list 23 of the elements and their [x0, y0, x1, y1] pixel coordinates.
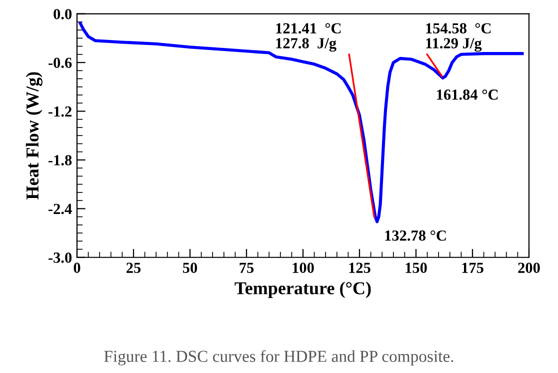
x-tick-label: 50 [182, 262, 198, 273]
y-tick-label: -1.8 [48, 155, 72, 166]
y-tick-label: -2.4 [48, 204, 72, 214]
y-tick-label: -3.0 [48, 252, 72, 263]
x-tick-label: 125 [349, 262, 370, 273]
x-tick-label: 200 [518, 262, 540, 273]
y-axis-title: Heat Flow (W/g) [26, 72, 42, 200]
caption: Figure 11. DSC curves for HDPE and PP composite. [104, 350, 454, 366]
annotation: 121.41 °C 127.8 J/g [276, 23, 341, 52]
x-tick-label: 0 [74, 262, 80, 273]
x-tick-label: 175 [462, 262, 484, 273]
y-tick-label: -1.2 [48, 106, 72, 117]
annotation: 154.58 °C 11.29 J/g [426, 23, 491, 52]
x-tick-label: 25 [126, 262, 141, 273]
x-axis-title: Temperature (°C) [234, 282, 371, 298]
line-series [78, 22, 524, 224]
x-tick-label: 75 [240, 262, 254, 273]
y-tick-label: -0.6 [48, 58, 72, 68]
x-tick-label: 150 [406, 262, 427, 273]
y-tick-label: 0.0 [54, 8, 72, 20]
annotation: 161.84 °C [437, 89, 498, 100]
annotation: 132.78 °C [385, 230, 446, 241]
x-tick-label: 100 [292, 262, 314, 273]
